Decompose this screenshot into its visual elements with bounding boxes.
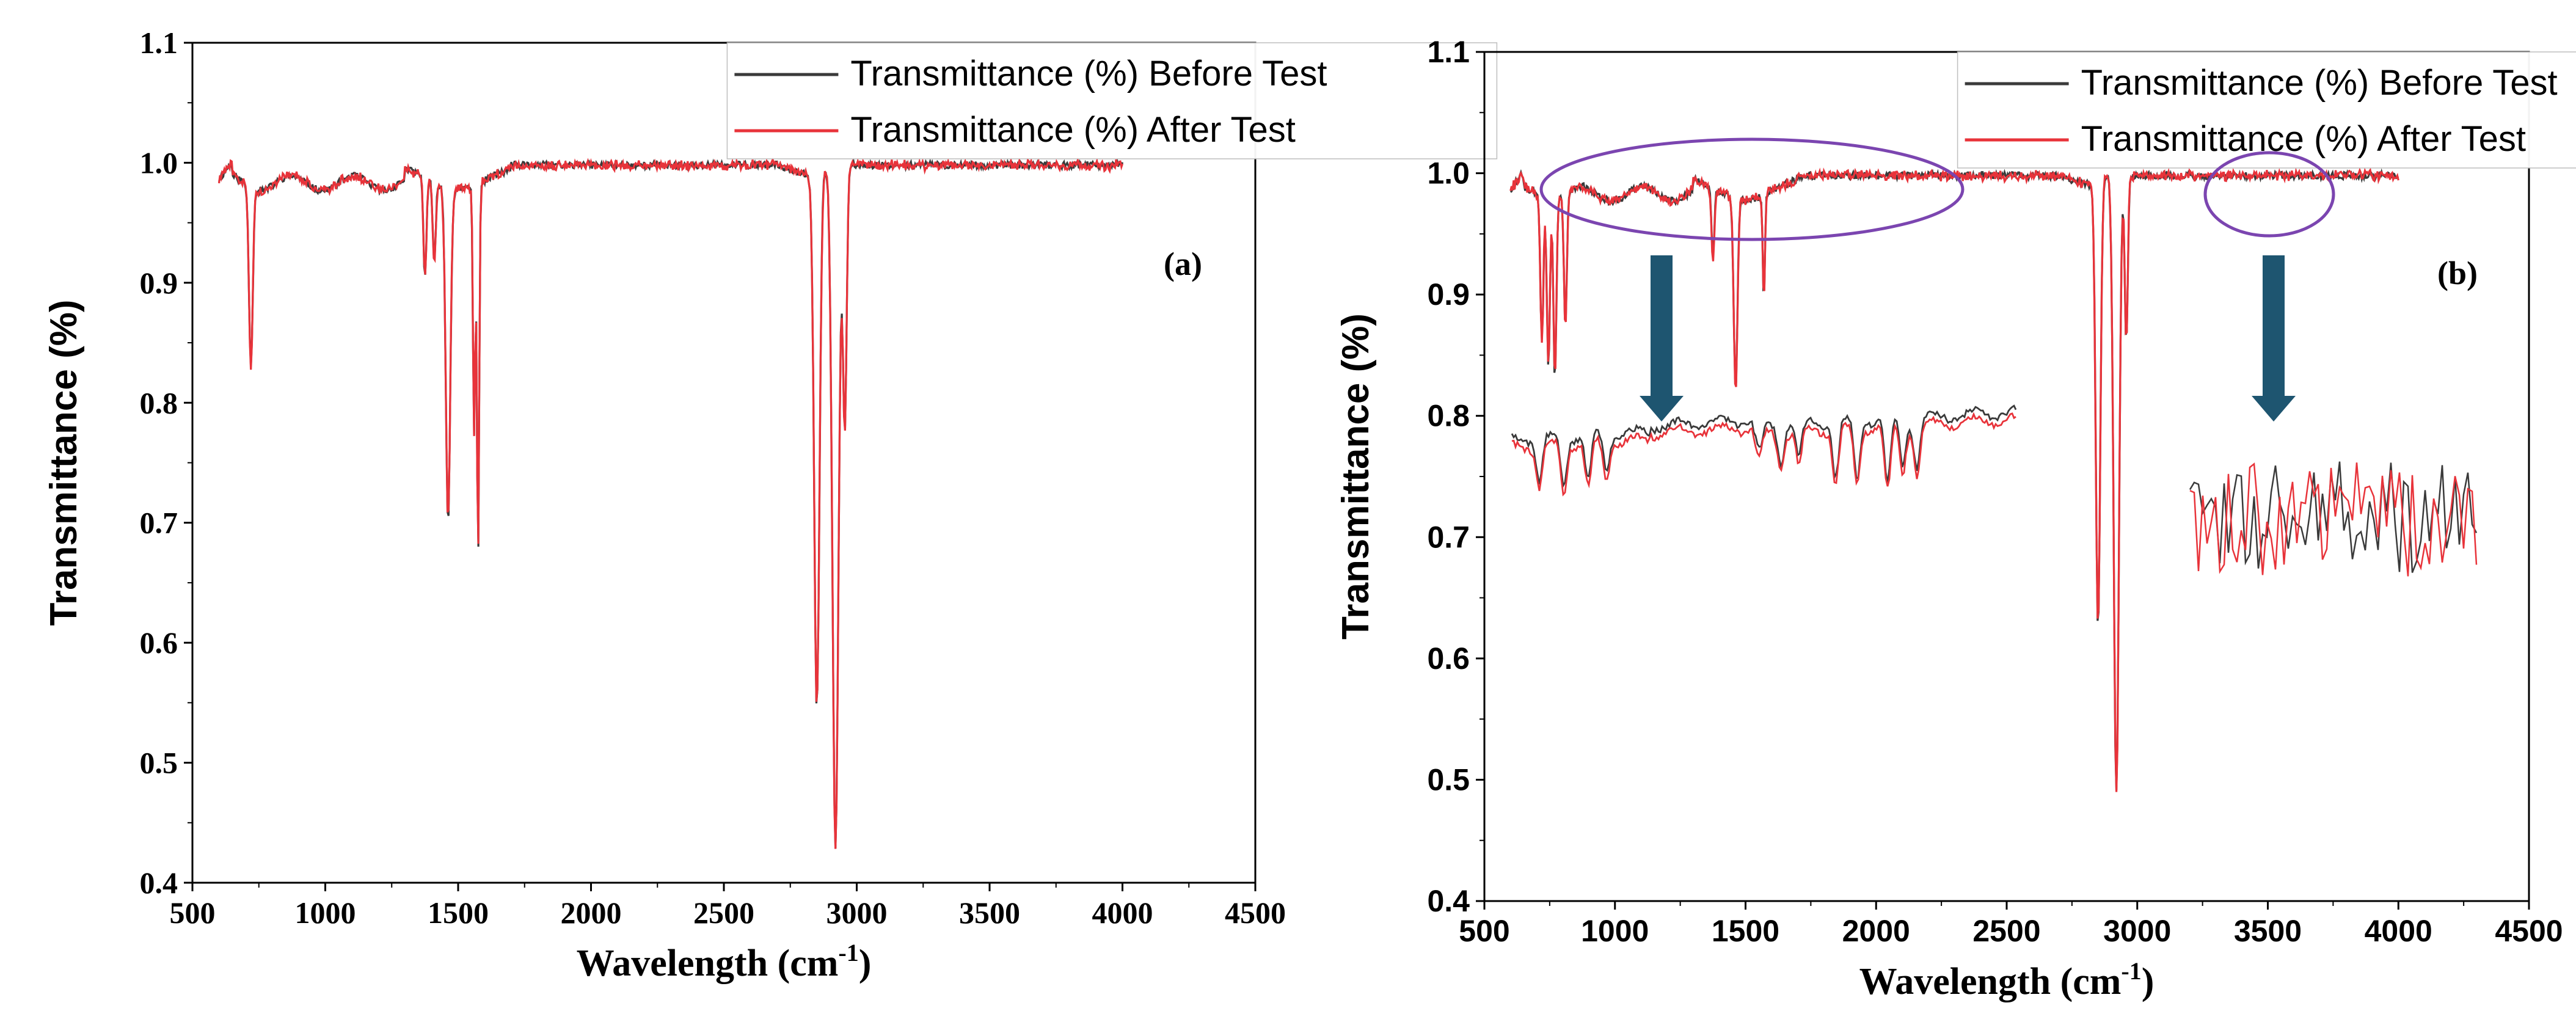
y-axis-title: Transmittance (%) bbox=[1335, 313, 1377, 640]
x-tick-label: 3500 bbox=[959, 896, 1020, 930]
x-axis-title: Wavelength (cm-1) bbox=[1859, 957, 2155, 1002]
arrow-head bbox=[2252, 396, 2296, 422]
x-tick-label: 1500 bbox=[1712, 914, 1779, 948]
x-tick-label: 500 bbox=[1459, 914, 1509, 948]
y-tick-label: 1.0 bbox=[140, 145, 178, 180]
x-tick-label: 4000 bbox=[1092, 896, 1153, 930]
y-tick-label: 0.8 bbox=[140, 385, 178, 420]
arrow-shaft bbox=[2263, 255, 2285, 397]
panel-label: (a) bbox=[1164, 246, 1202, 282]
x-tick-label: 3500 bbox=[2234, 914, 2302, 948]
y-tick-label: 0.5 bbox=[140, 746, 178, 780]
highlight-ellipse-left bbox=[1539, 137, 1965, 241]
y-tick-label: 0.4 bbox=[140, 866, 178, 900]
legend-entry: Transmittance (%) After Test bbox=[2081, 119, 2526, 159]
y-tick-label: 1.1 bbox=[1427, 35, 1470, 69]
inset-right-after bbox=[2189, 462, 2478, 577]
x-tick-label: 1000 bbox=[1581, 914, 1649, 948]
x-tick-label: 2500 bbox=[1972, 914, 2040, 948]
y-tick-label: 0.4 bbox=[1427, 884, 1470, 918]
arrow-head bbox=[1640, 396, 1684, 422]
y-tick-label: 0.7 bbox=[140, 506, 178, 540]
x-tick-label: 1000 bbox=[295, 896, 356, 930]
series-line-before bbox=[218, 158, 1124, 849]
y-tick-label: 0.9 bbox=[1427, 277, 1470, 312]
x-tick-label: 2500 bbox=[693, 896, 754, 930]
zoom-arrow-left bbox=[1640, 255, 1684, 422]
y-tick-label: 0.5 bbox=[1427, 762, 1470, 797]
y-axis-title: Transmittance (%) bbox=[43, 299, 85, 626]
legend-box bbox=[726, 42, 1498, 159]
y-tick-label: 0.6 bbox=[1427, 641, 1470, 676]
y-tick-label: 1.0 bbox=[1427, 156, 1470, 191]
arrow-shaft bbox=[1651, 255, 1673, 397]
legend-entry: Transmittance (%) Before Test bbox=[2081, 63, 2558, 103]
legend-entry: Transmittance (%) Before Test bbox=[850, 54, 1327, 93]
y-tick-label: 0.9 bbox=[140, 266, 178, 300]
x-tick-label: 3000 bbox=[826, 896, 888, 930]
zoom-annotations bbox=[1511, 137, 2478, 577]
x-tick-label: 1500 bbox=[428, 896, 489, 930]
y-tick-label: 0.6 bbox=[140, 626, 178, 660]
zoom-arrow-right bbox=[2252, 255, 2296, 422]
x-tick-label: 2000 bbox=[1842, 914, 1910, 948]
y-tick-label: 1.1 bbox=[140, 26, 178, 60]
chart-panel-b: 500 1000 1500 2000 2500 3000 3500 4000 4500 0.4 0.… bbox=[1335, 35, 2576, 1002]
legend-box bbox=[1957, 51, 2576, 169]
chart-panel-a: 500 1000 1500 2000 2500 3000 3500 4000 4500 0.4 0.… bbox=[43, 26, 1498, 984]
inset-right-before bbox=[2189, 461, 2478, 573]
inset-left-before bbox=[1511, 404, 2017, 489]
highlight-ellipse-right bbox=[2203, 151, 2335, 238]
series-line-after bbox=[1509, 167, 2399, 792]
x-tick-label: 4500 bbox=[2495, 914, 2563, 948]
legend-entry: Transmittance (%) After Test bbox=[850, 110, 1295, 150]
y-tick-label: 0.8 bbox=[1427, 399, 1470, 433]
y-tick-label: 0.7 bbox=[1427, 520, 1470, 554]
panel-label: (b) bbox=[2437, 255, 2478, 291]
x-axis-title: Wavelength (cm-1) bbox=[577, 939, 872, 984]
x-tick-label: 4500 bbox=[1225, 896, 1286, 930]
x-tick-label: 500 bbox=[170, 896, 216, 930]
inset-left-after bbox=[1511, 412, 2016, 497]
x-tick-label: 3000 bbox=[2103, 914, 2171, 948]
series-line-after bbox=[217, 156, 1124, 849]
x-tick-label: 2000 bbox=[561, 896, 622, 930]
x-tick-label: 4000 bbox=[2365, 914, 2432, 948]
